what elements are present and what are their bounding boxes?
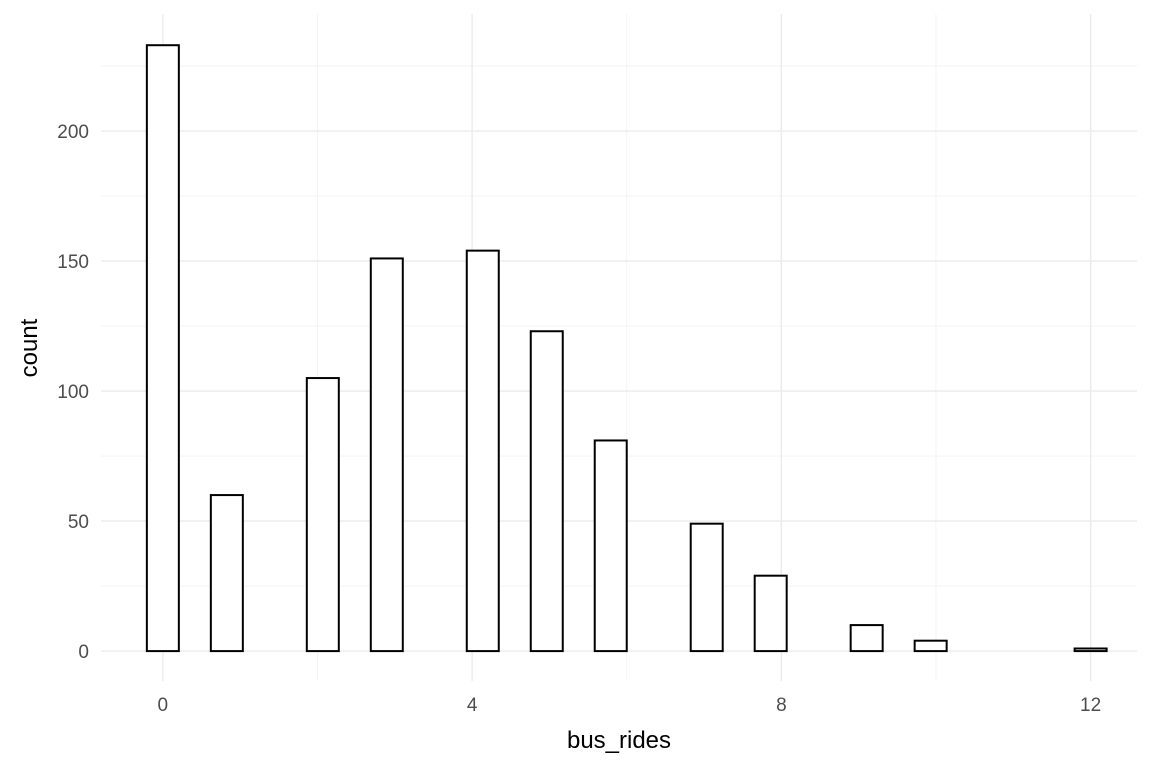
histogram-bar <box>593 439 628 653</box>
histogram-bar <box>465 249 500 653</box>
histogram-bar <box>849 624 884 653</box>
y-tick-label: 50 <box>68 512 89 533</box>
histogram-bar <box>1073 647 1108 653</box>
y-tick-label: 150 <box>57 252 89 273</box>
y-axis-title: count <box>16 318 43 377</box>
histogram-bar <box>529 330 564 653</box>
histogram-bar <box>209 494 244 653</box>
x-axis-title: bus_rides <box>567 727 671 754</box>
x-tick-label: 12 <box>1080 695 1101 716</box>
y-tick-label: 0 <box>78 642 89 663</box>
x-tick-label: 8 <box>776 695 787 716</box>
histogram-bar <box>689 522 724 653</box>
y-tick-label: 200 <box>57 122 89 143</box>
histogram-bar <box>369 257 404 653</box>
histogram-bar <box>145 44 180 653</box>
histogram-bars <box>145 44 1108 653</box>
x-tick-label: 0 <box>158 695 169 716</box>
histogram-bar <box>753 574 788 653</box>
y-tick-label: 100 <box>57 382 89 403</box>
histogram-bar <box>305 377 340 653</box>
x-tick-label: 4 <box>467 695 478 716</box>
histogram-bar <box>913 639 948 653</box>
axis-tick-labels: 0 4 8 12 0 50 100 150 200 <box>57 122 1101 716</box>
